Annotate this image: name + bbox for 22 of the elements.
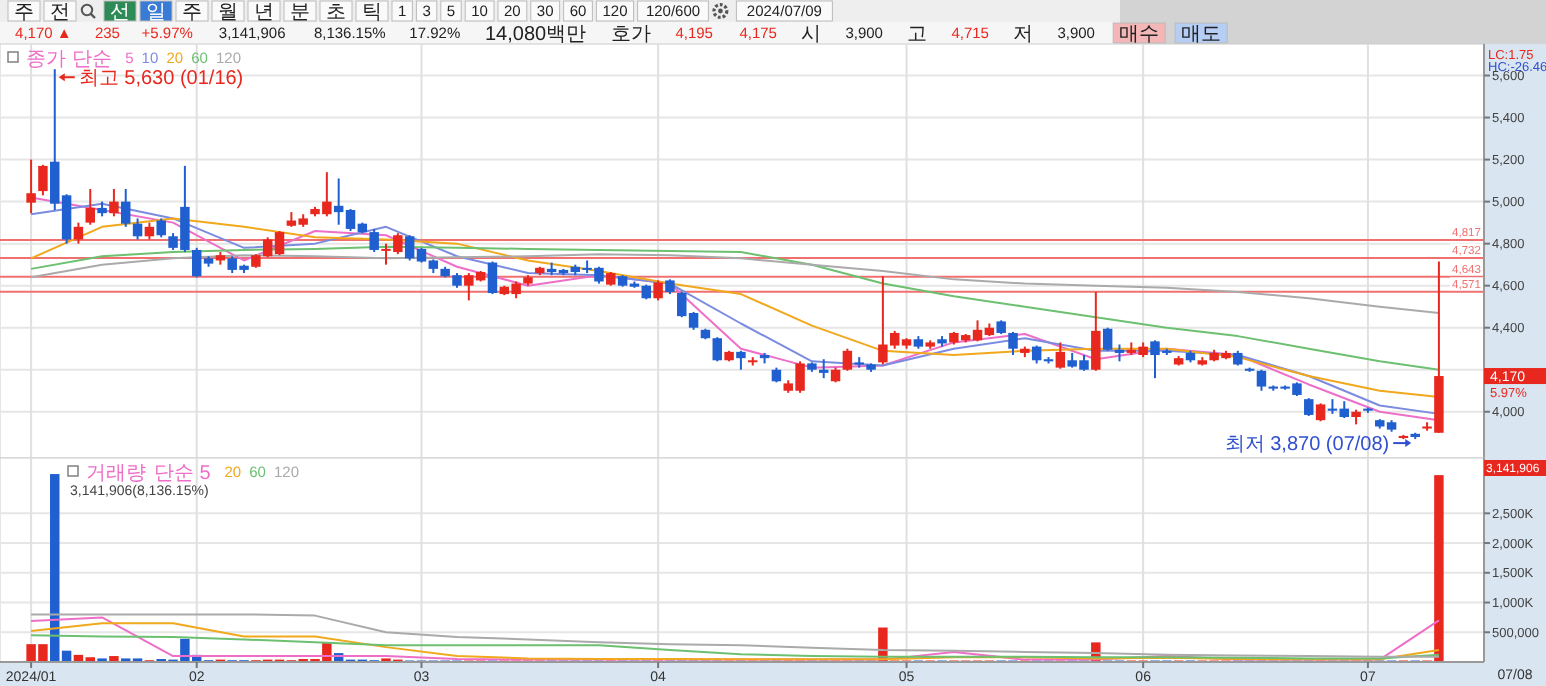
- annotation: 최고 5,630 (01/16): [78, 68, 244, 91]
- annotation: 저: [1013, 24, 1034, 46]
- text: 월: [218, 2, 238, 24]
- text: 초: [326, 2, 346, 24]
- annotation: 호가: [611, 24, 652, 46]
- annotation: 시: [801, 24, 822, 46]
- annotation: 고: [907, 24, 928, 46]
- text: 단순 5: [154, 463, 212, 485]
- annotation: 14,080백만: [485, 24, 587, 46]
- text: 주: [14, 2, 34, 24]
- legend-title: 종가 단순: [26, 49, 112, 71]
- annotation: 최저 3,870 (07/08): [1224, 434, 1390, 457]
- text: 틱: [362, 2, 382, 24]
- annotation: 매도: [1181, 24, 1222, 46]
- text: 선: [110, 2, 130, 24]
- text: 전: [50, 2, 70, 24]
- text: 분: [290, 2, 310, 24]
- text: 주: [182, 2, 202, 24]
- legend-title: 거래량: [86, 463, 146, 485]
- annotation: 매수: [1119, 24, 1160, 46]
- text: 일: [146, 2, 166, 24]
- text: 년: [254, 2, 274, 24]
